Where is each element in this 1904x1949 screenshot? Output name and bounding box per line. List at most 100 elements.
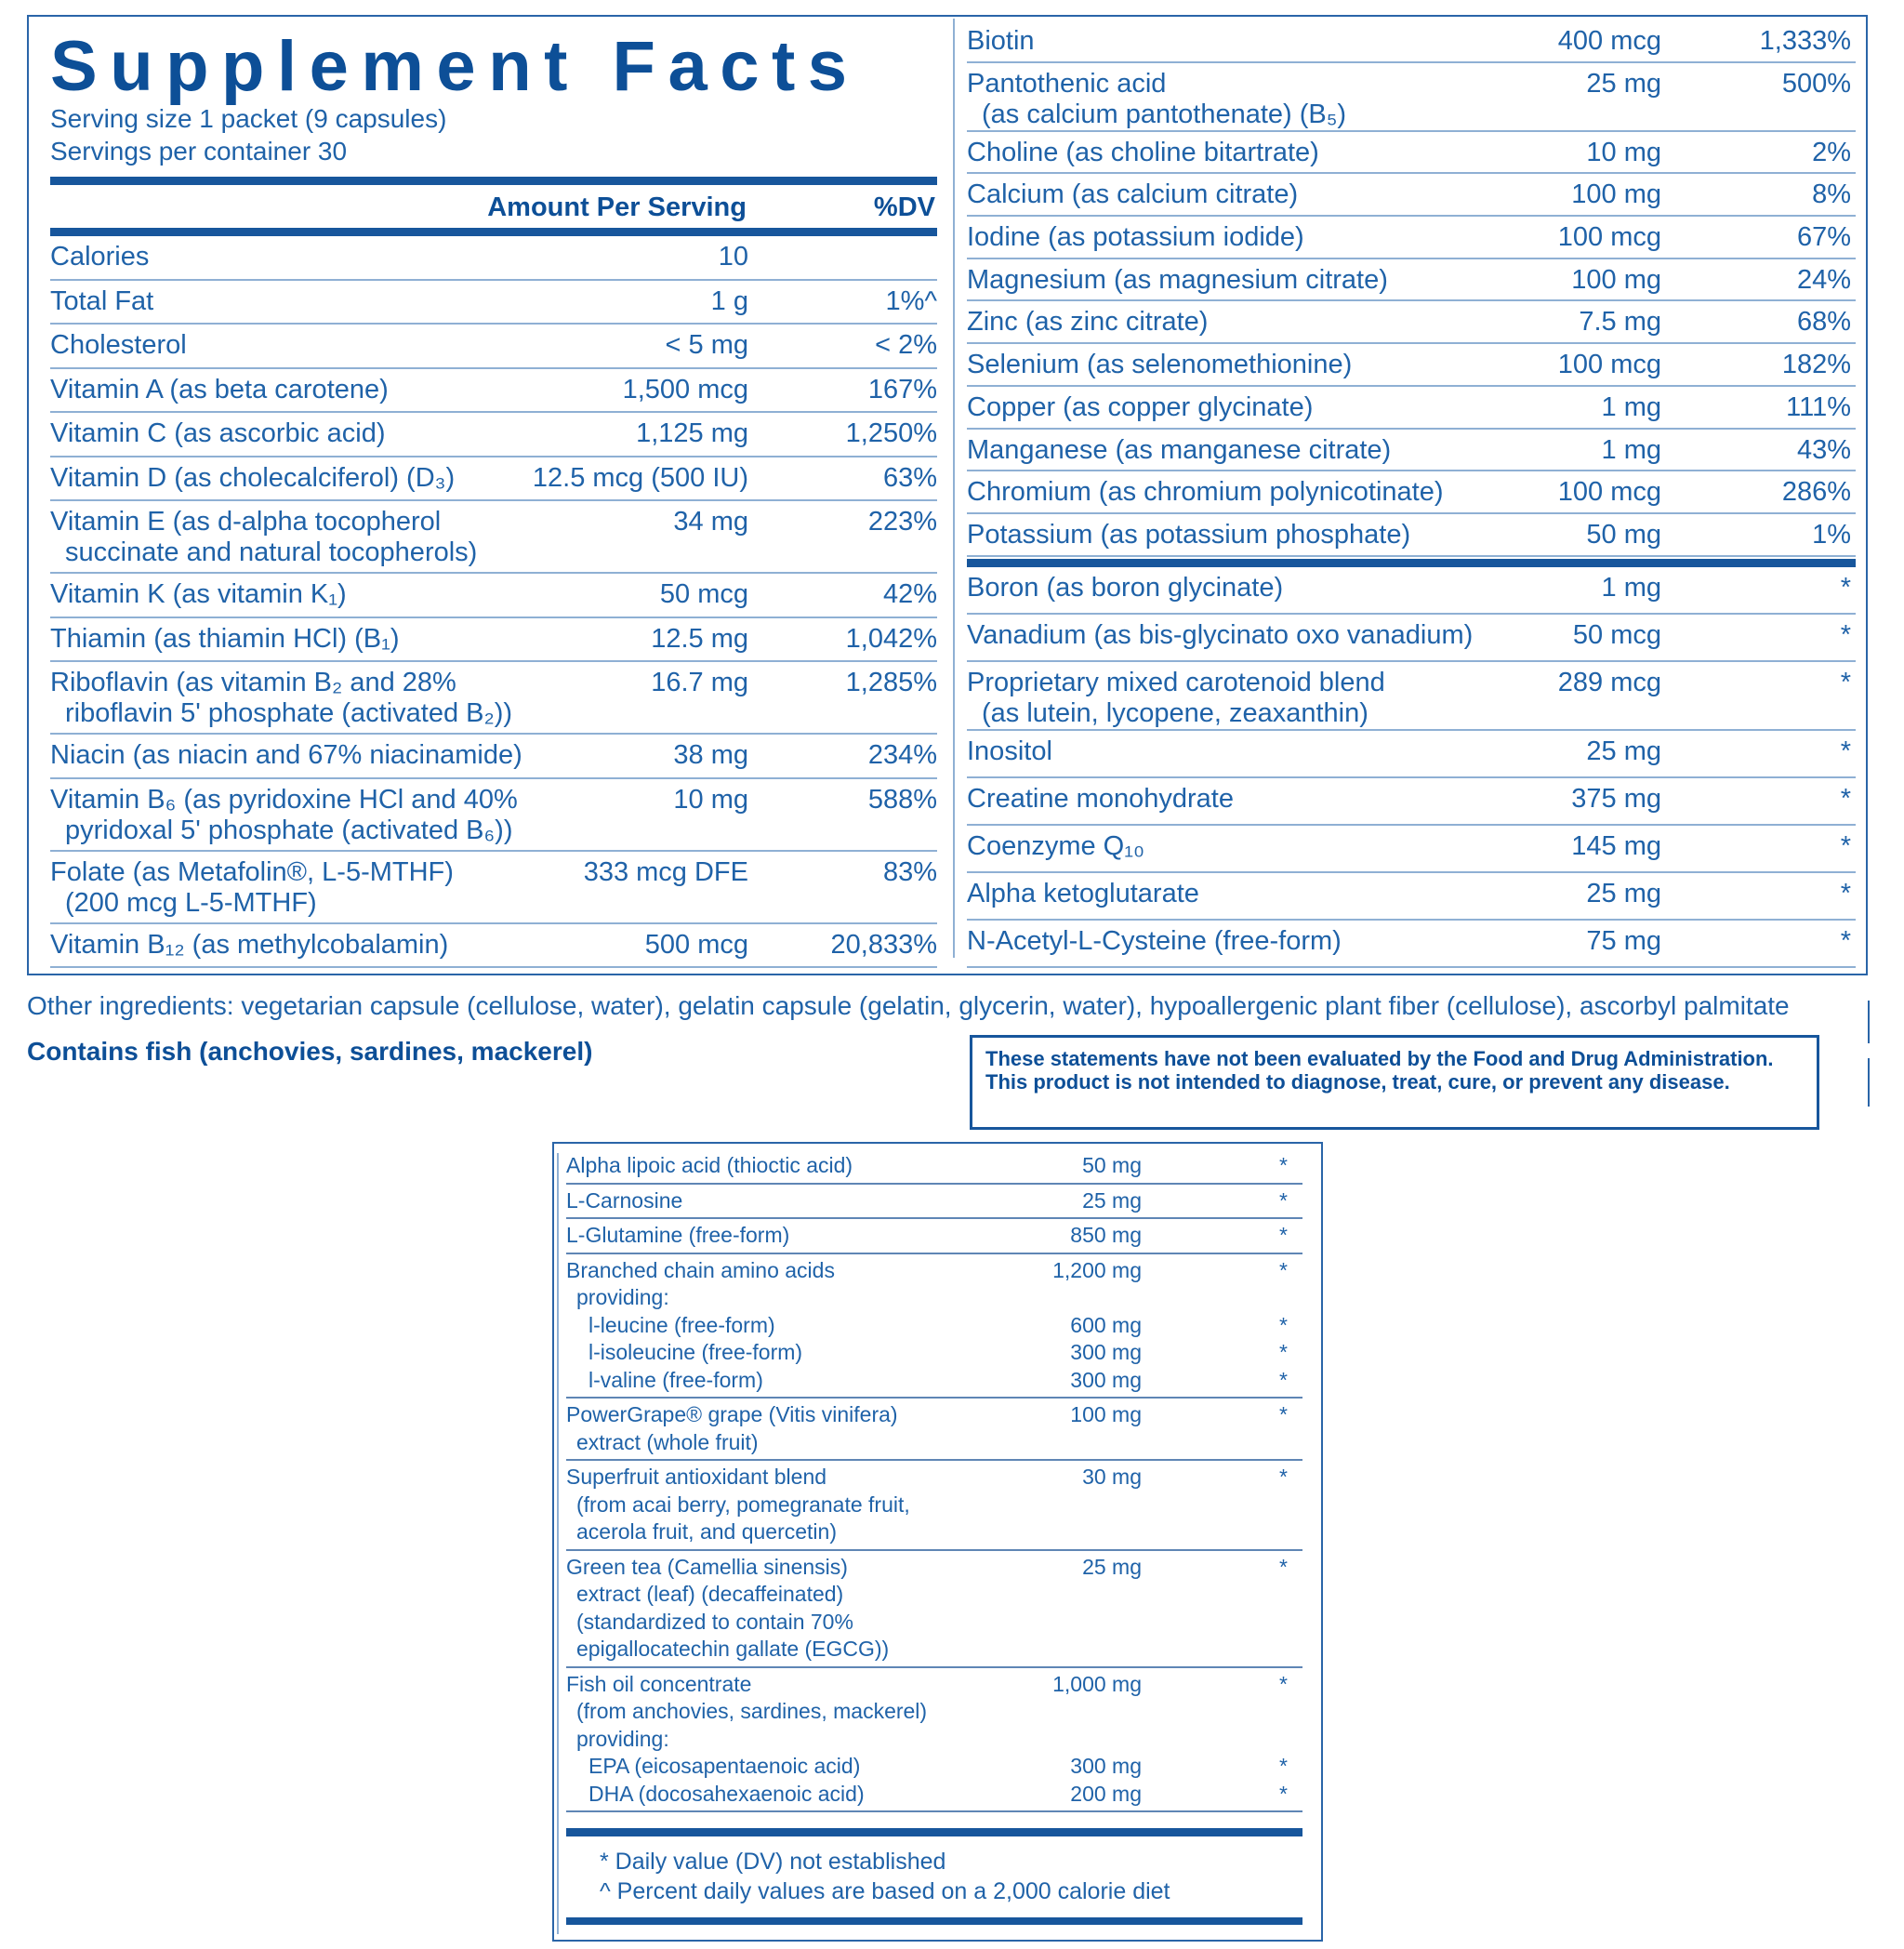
nutrient-name: Chromium (as chromium polynicotinate) (967, 477, 1444, 508)
daily-value: * (1279, 1312, 1288, 1337)
nutrient-name: Cholesterol (50, 330, 187, 360)
right-table: Biotin 400 mcg 1,333% Pantothenic acid (as c… (967, 20, 1856, 968)
nutrient-row: Cholesterol < 5 mg < 2% (50, 325, 937, 369)
daily-value: 83% (882, 856, 937, 887)
amount: 300 mg (1070, 1340, 1142, 1364)
nutrient-row: Vitamin E (as d-alpha tocopherol succinat… (50, 501, 937, 574)
amount: 50 mg (1082, 1153, 1142, 1177)
nutrient-row: Chromium (as chromium polynicotinate) 100… (967, 471, 1856, 514)
blend-name: extract (whole fruit) (576, 1429, 759, 1454)
nutrient-name: Vitamin K (as vitamin K₁) (50, 579, 347, 609)
nutrient-name: Copper (as copper glycinate) (967, 391, 1314, 422)
daily-value: 43% (1796, 434, 1851, 465)
footnote: * Daily value (DV) not established (600, 1849, 946, 1875)
amount: 100 mg (1070, 1402, 1142, 1426)
thick-rule (566, 1828, 1302, 1836)
nutrient-row: Boron (as boron glycinate) 1 mg * (967, 567, 1856, 615)
amount: 1,125 mg (636, 418, 748, 448)
nutrient-name: Vitamin D (as cholecalciferol) (D₃) (50, 462, 456, 493)
daily-value: 500% (1781, 68, 1851, 99)
amount: 1 mg (1601, 434, 1661, 465)
blend-row: Superfruit antioxidant blend 30 mg * (from … (566, 1461, 1302, 1551)
nutrient-name: Vitamin B₆ (as pyridoxine HCl and 40% (50, 784, 518, 815)
daily-value: * (1279, 1781, 1288, 1806)
thick-rule (50, 177, 937, 185)
blend-row: Green tea (Camellia sinensis) 25 mg * extra… (566, 1551, 1302, 1668)
nutrient-row: Coenzyme Q₁₀ 145 mg * (967, 826, 1856, 873)
nutrient-name: Riboflavin (as vitamin B₂ and 28% (50, 668, 456, 697)
nutrient-name: Vitamin E (as d-alpha tocopherol (50, 507, 442, 537)
nutrient-row: Vitamin C (as ascorbic acid) 1,125 mg 1,25… (50, 413, 937, 457)
nutrient-name-cont: (200 mcg L-5-MTHF) (65, 887, 317, 918)
amount: 30 mg (1082, 1465, 1142, 1489)
disclaimer: These statements have not been evaluated… (985, 1047, 1774, 1094)
amount: 10 mg (1586, 137, 1661, 167)
blend-table: Alpha lipoic acid (thioctic acid) 50 mg * L… (566, 1149, 1302, 1812)
daily-value: 1% (1812, 519, 1851, 550)
nutrient-name: Vitamin A (as beta carotene) (50, 374, 389, 404)
amount: 25 mg (1586, 878, 1661, 908)
amount: 1 mg (1601, 391, 1661, 422)
thick-rule (566, 1917, 1302, 1925)
disclaimer-box: These statements have not been evaluated… (970, 1035, 1819, 1130)
nutrient-name: Calcium (as calcium citrate) (967, 179, 1299, 210)
blend-name: Green tea (Camellia sinensis) (566, 1554, 848, 1579)
daily-value: 182% (1781, 350, 1851, 380)
amount: 10 (718, 242, 748, 272)
nutrient-name-cont: pyridoxal 5' phosphate (activated B₆)) (65, 815, 513, 845)
blend-name: acerola fruit, and quercetin) (576, 1519, 837, 1544)
amount: 25 mg (1586, 736, 1661, 766)
daily-value: 67% (1796, 222, 1851, 253)
blend-name: (standardized to contain 70% (576, 1609, 853, 1634)
daily-value: 24% (1796, 264, 1851, 295)
amount: 1,000 mg (1052, 1671, 1142, 1696)
blend-name: l-isoleucine (free-form) (588, 1340, 803, 1364)
nutrient-row: Vitamin A (as beta carotene) 1,500 mcg 167… (50, 369, 937, 413)
daily-value: 2% (1812, 137, 1851, 167)
allergen-statement: Contains fish (anchovies, sardines, mack… (27, 1037, 593, 1066)
servings-per-container: Servings per container 30 (50, 137, 348, 166)
amount: 50 mg (1586, 519, 1661, 550)
nutrient-name: Total Fat (50, 285, 154, 316)
blend-name: providing: (576, 1726, 669, 1751)
nutrient-name: Folate (as Metafolin®, L-5-MTHF) (50, 856, 454, 887)
daily-value: 588% (867, 784, 937, 815)
amount: 1 g (710, 285, 748, 316)
blend-name: PowerGrape® grape (Vitis vinifera) (566, 1402, 898, 1426)
amount: 500 mcg (644, 929, 748, 960)
amount: 75 mg (1586, 925, 1661, 956)
daily-value: 42% (882, 579, 937, 609)
blend-name: (from acai berry, pomegranate fruit, (576, 1492, 910, 1517)
nutrient-name: Manganese (as manganese citrate) (967, 434, 1392, 465)
blend-name: L-Carnosine (566, 1187, 683, 1213)
footnote: ^ Percent daily values are based on a 2,… (600, 1878, 1170, 1904)
blend-row: L-Glutamine (free-form) 850 mg * (566, 1219, 1302, 1254)
footnotes: * Daily value (DV) not established ^ Perc… (600, 1847, 1170, 1906)
amount: 100 mcg (1557, 350, 1661, 380)
nutrient-row: Pantothenic acid (as calcium pantothenate… (967, 63, 1856, 132)
daily-value: * (1279, 1754, 1288, 1778)
daily-value: * (1279, 1671, 1288, 1696)
thick-rule (50, 228, 937, 236)
amount-header: Amount Per Serving (487, 192, 747, 222)
nutrient-row: Niacin (as niacin and 67% niacinamide) 38… (50, 735, 937, 779)
daily-value: * (1279, 1554, 1288, 1579)
nutrient-row: Calories 10 (50, 236, 937, 281)
nutrient-row: Potassium (as potassium phosphate) 50 mg 1… (967, 514, 1856, 557)
amount: 333 mcg DFE (583, 856, 748, 887)
amount: 100 mcg (1557, 477, 1661, 508)
nutrient-name: Selenium (as selenomethionine) (967, 350, 1353, 380)
nutrient-name: Iodine (as potassium iodide) (967, 222, 1304, 253)
nutrient-name: Potassium (as potassium phosphate) (967, 519, 1411, 550)
edge-mark (1868, 1058, 1870, 1107)
nutrient-name: Vitamin C (as ascorbic acid) (50, 418, 386, 448)
blend-name: DHA (docosahexaenoic acid) (588, 1781, 865, 1806)
amount: 400 mcg (1557, 26, 1661, 56)
daily-value: 286% (1781, 477, 1851, 508)
nutrient-name: Niacin (as niacin and 67% niacinamide) (50, 740, 522, 770)
nutrient-name-cont: (as calcium pantothenate) (B₅) (982, 99, 1347, 129)
amount: 25 mg (1082, 1554, 1142, 1579)
nutrient-name: Coenzyme Q₁₀ (967, 830, 1145, 861)
blend-name: L-Glutamine (free-form) (566, 1223, 790, 1247)
daily-value: * (1840, 830, 1851, 861)
